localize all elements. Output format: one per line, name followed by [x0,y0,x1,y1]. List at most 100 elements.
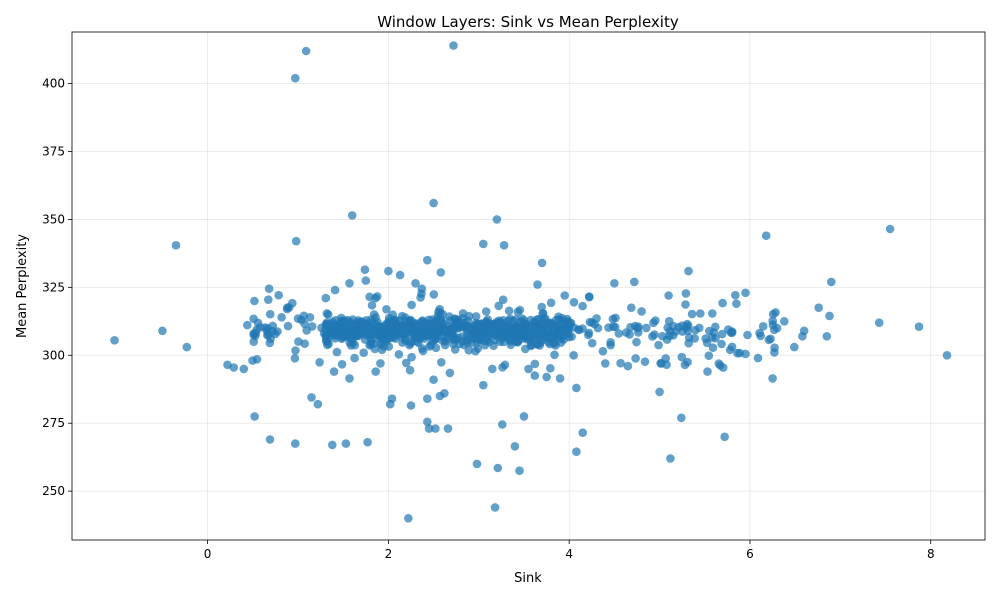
scatter-point [555,374,565,383]
scatter-point [255,323,265,332]
scatter-point [684,266,693,276]
scatter-point [434,307,443,317]
scatter-point [449,41,458,50]
scatter-point [551,316,561,325]
scatter-point [479,239,488,249]
scatter-point [593,323,603,333]
scatter-point [717,339,726,349]
scatter-point [265,309,275,319]
scatter-point [110,336,119,345]
scatter-point [445,368,455,378]
scatter-point [277,313,286,322]
scatter-point [731,290,740,300]
scatter-point [560,291,569,300]
scatter-point [300,339,310,349]
scatter-point [498,295,508,305]
y-tick-label: 250 [42,484,65,498]
scatter-point [347,335,356,345]
scatter-point [550,350,559,360]
scatter-point [687,309,697,319]
scatter-point [347,211,357,220]
scatter-point [332,324,342,333]
scatter-point [561,321,571,331]
scatter-point [396,324,406,334]
scatter-point [475,335,484,345]
scatter-point [158,326,167,336]
scatter-point [696,309,705,318]
scatter-point [453,318,463,328]
scatter-point [440,389,449,398]
scatter-point [569,298,579,307]
x-axis-ticks: 0 2 4 6 8 [204,540,935,561]
scatter-point [423,394,432,404]
scatter-point [527,340,536,350]
scatter-point [572,383,581,393]
scatter-point [330,285,340,295]
scatter-point [677,352,687,362]
scatter-point [505,335,515,344]
scatter-point [436,268,446,277]
scatter-point [405,365,415,375]
scatter-point [450,345,460,354]
scatter-point [684,338,693,348]
scatter-point [546,298,556,308]
scatter-point [608,314,618,324]
scatter-point [548,333,557,342]
scatter-point [711,333,720,343]
scatter-point [733,348,742,358]
scatter-point [642,323,651,333]
scatter-point [471,346,480,356]
scatter-point [322,309,332,318]
scatter-point [764,335,774,345]
scatter-point [337,360,347,369]
scatter-point [614,329,624,338]
scatter-point [587,338,597,348]
scatter-point [610,279,619,288]
scatter-point [321,293,331,303]
y-tick-label: 400 [42,77,65,91]
scatter-point [631,354,640,363]
scatter-point [585,317,595,327]
scatter-point [367,301,377,310]
scatter-point [377,345,387,355]
scatter-point [329,367,339,376]
scatter-point [283,321,293,331]
scatter-point [634,328,643,337]
scatter-point [431,343,441,353]
scatter-point [405,325,414,334]
scatter-point [252,355,262,364]
scatter-point [654,340,663,350]
scatter-point [780,317,789,326]
scatter-point [623,361,633,371]
scatter-point [669,331,678,340]
scatter-point [249,337,258,347]
scatter-point [542,372,551,382]
scatter-point [360,265,370,275]
scatter-point [770,348,779,357]
scatter-point [657,359,666,368]
scatter-point [753,353,763,363]
scatter-point [601,359,610,368]
scatter-point [345,279,354,288]
y-axis-label: Mean Perplexity [15,234,30,338]
scatter-point [332,347,342,357]
scatter-point [655,387,664,397]
scatter-point [401,358,411,368]
scatter-point [243,320,252,330]
scatter-point [370,344,380,354]
scatter-point [799,326,809,336]
scatter-point [376,359,385,368]
scatter-point [669,321,678,331]
scatter-point [822,332,832,341]
scatter-point [681,300,690,309]
scatter-point [606,338,615,347]
scatter-point [239,364,249,374]
scatter-point [511,329,520,338]
scatter-point [703,367,712,376]
y-tick-label: 375 [42,145,65,159]
scatter-point [359,348,369,358]
scatter-point [268,321,278,331]
scatter-point [492,323,502,333]
scatter-point [494,301,504,311]
scatter-point [626,322,635,332]
